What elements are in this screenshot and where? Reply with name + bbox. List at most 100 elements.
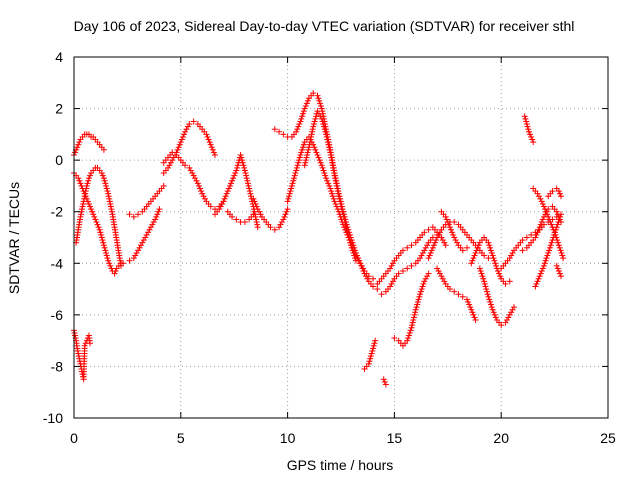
data-point — [404, 337, 411, 344]
data-point — [309, 128, 316, 135]
data-point — [315, 95, 322, 102]
ticks-layer: 0 5 10 15 20 25 -10 -8 -6 -4 -2 0 2 4 — [43, 49, 616, 446]
data-point — [219, 200, 226, 207]
data-point — [553, 262, 560, 269]
data-point — [103, 249, 110, 256]
chart-title: Day 106 of 2023, Sidereal Day-to-day VTE… — [74, 18, 575, 34]
data-point — [152, 216, 159, 223]
data-point — [485, 239, 492, 246]
data-point — [82, 190, 89, 197]
data-point — [341, 216, 348, 223]
data-point — [321, 126, 328, 133]
data-point — [554, 221, 561, 228]
data-point — [556, 270, 563, 277]
data-point — [519, 247, 526, 254]
data-point — [305, 144, 312, 151]
data-point — [76, 139, 83, 146]
data-point — [343, 224, 350, 231]
data-point — [546, 216, 553, 223]
data-point — [541, 206, 548, 213]
data-point — [479, 273, 486, 280]
data-point — [296, 121, 303, 128]
data-point — [254, 224, 261, 231]
data-point — [257, 211, 264, 218]
data-point — [489, 306, 496, 313]
data-point — [527, 131, 534, 138]
data-point — [357, 260, 364, 267]
data-point — [476, 265, 483, 272]
data-point — [326, 182, 333, 189]
data-point — [492, 314, 499, 321]
data-point — [250, 195, 257, 202]
data-point — [276, 128, 283, 135]
data-point — [304, 97, 311, 104]
data-point — [471, 252, 478, 259]
data-point — [299, 146, 306, 153]
data-point — [541, 260, 548, 267]
data-point — [334, 188, 341, 195]
data-point — [443, 216, 450, 223]
data-point — [280, 216, 287, 223]
data-point — [107, 262, 114, 269]
data-point — [311, 118, 318, 125]
data-point — [241, 164, 248, 171]
data-point — [413, 304, 420, 311]
data-point — [506, 255, 513, 262]
data-point — [547, 219, 554, 226]
data-point — [442, 242, 449, 249]
data-point — [287, 188, 294, 195]
data-point — [473, 247, 480, 254]
data-point — [381, 378, 388, 385]
data-point — [72, 149, 79, 156]
data-point — [78, 182, 85, 189]
data-point — [449, 229, 456, 236]
data-point — [558, 193, 565, 200]
data-point — [108, 208, 115, 215]
data-point — [347, 242, 354, 249]
data-point — [487, 247, 494, 254]
data-point — [323, 131, 330, 138]
data-point — [286, 190, 293, 197]
data-point — [540, 203, 547, 210]
data-point — [370, 345, 377, 352]
data-point — [399, 247, 406, 254]
data-point — [436, 229, 443, 236]
data-point — [321, 170, 328, 177]
data-point — [539, 265, 546, 272]
data-point — [283, 208, 290, 215]
data-point — [325, 180, 332, 187]
data-point — [555, 239, 562, 246]
data-point — [490, 309, 497, 316]
data-point — [407, 327, 414, 334]
data-point — [522, 115, 529, 122]
data-point — [224, 188, 231, 195]
data-point — [365, 360, 372, 367]
data-point — [96, 226, 103, 233]
data-point — [211, 151, 218, 158]
data-point — [536, 273, 543, 280]
data-point — [81, 193, 88, 200]
data-point — [303, 100, 310, 107]
data-point — [408, 262, 415, 269]
data-point — [130, 213, 137, 220]
data-point — [485, 293, 492, 300]
data-point — [556, 190, 563, 197]
data-point — [77, 213, 84, 220]
data-point — [202, 195, 209, 202]
data-point — [552, 229, 559, 236]
data-point — [445, 221, 452, 228]
data-point — [291, 175, 298, 182]
data-point — [108, 206, 115, 213]
data-point — [101, 177, 108, 184]
data-point — [241, 219, 248, 226]
data-point — [525, 128, 532, 135]
data-point — [387, 265, 394, 272]
data-point — [293, 167, 300, 174]
data-point — [484, 291, 491, 298]
data-point — [225, 185, 232, 192]
data-point — [107, 200, 114, 207]
data-point — [220, 198, 227, 205]
data-point — [310, 90, 317, 97]
data-point — [112, 268, 119, 275]
data-point — [421, 247, 428, 254]
